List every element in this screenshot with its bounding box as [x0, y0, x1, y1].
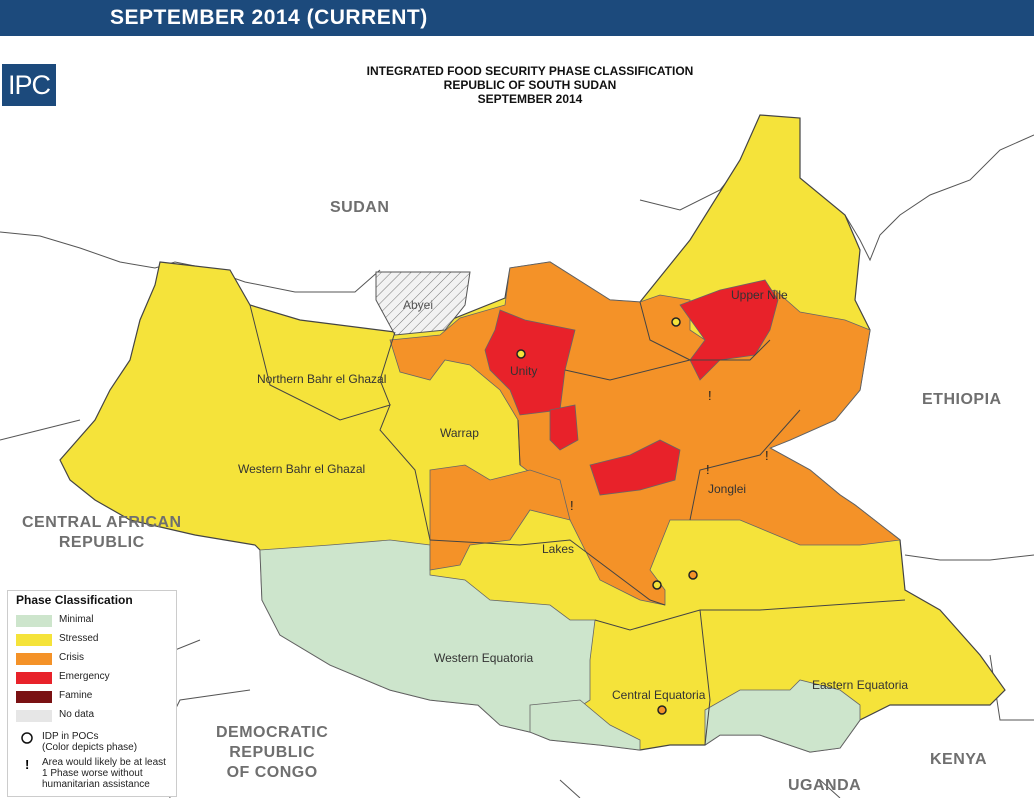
exclamation-icon: ! — [25, 757, 30, 772]
exclamation-marker: ! — [708, 388, 712, 403]
country-label-sudan: SUDAN — [330, 199, 390, 216]
state-label-warrap: Warrap — [440, 426, 479, 440]
country-label-ethiopia: ETHIOPIA — [922, 391, 1002, 408]
legend-note-line-1: Area would likely be at least — [42, 757, 166, 768]
legend-idp-line-1: IDP in POCs — [42, 731, 99, 742]
legend-label: Stressed — [59, 633, 99, 644]
emergency-unity-south — [549, 404, 579, 451]
country-label-kenya: KENYA — [930, 751, 988, 768]
country-label-uganda: UGANDA — [788, 777, 862, 794]
car-line-1: CENTRAL AFRICAN — [22, 514, 182, 531]
state-label-central-equatoria: Central Equatoria — [612, 688, 706, 702]
idp-poc-marker-upper-nile — [671, 317, 681, 327]
eastern-equatoria-minimal — [704, 679, 861, 753]
idp-markers — [516, 317, 698, 715]
humanitarian-assistance-markers: ! ! ! ! — [570, 388, 769, 513]
drc-line-1: DEMOCRATIC — [216, 724, 329, 741]
legend-swatch — [16, 653, 52, 665]
state-label-western-bahr-el-ghazal: Western Bahr el Ghazal — [238, 462, 366, 476]
legend-swatch — [16, 691, 52, 703]
title-line-2: REPUBLIC OF SOUTH SUDAN — [443, 78, 617, 92]
idp-poc-marker-jonglei-south — [652, 580, 662, 590]
state-label-abyei: Abyei — [403, 298, 434, 312]
banner-title: SEPTEMBER 2014 (CURRENT) — [110, 6, 428, 29]
idp-poc-marker-bor — [688, 570, 698, 580]
legend-idp-line-2: (Color depicts phase) — [42, 742, 138, 753]
state-boundaries — [249, 301, 906, 746]
state-label-upper-nile: Upper Nile — [731, 288, 788, 302]
idp-circle-icon — [21, 732, 33, 744]
country-label-car: CENTRAL AFRICAN REPUBLIC — [22, 513, 182, 553]
legend-label: Crisis — [59, 652, 84, 663]
drc-line-2: REPUBLIC — [229, 744, 316, 761]
legend-label: No data — [59, 709, 95, 720]
car-line-2: REPUBLIC — [58, 534, 145, 551]
emergency-jonglei — [589, 439, 681, 496]
abyei-no-data — [375, 271, 471, 336]
legend-swatch — [16, 710, 52, 722]
title-line-1: INTEGRATED FOOD SECURITY PHASE CLASSIFIC… — [366, 64, 694, 78]
state-label-northern-bahr-el-ghazal: Northern Bahr el Ghazal — [257, 372, 387, 386]
state-label-western-equatoria: Western Equatoria — [434, 651, 534, 665]
state-label-jonglei: Jonglei — [708, 482, 747, 496]
legend-note-line-2: 1 Phase worse without — [42, 768, 143, 779]
emergency-unity — [484, 309, 576, 416]
legend-swatch — [16, 634, 52, 646]
map-title: INTEGRATED FOOD SECURITY PHASE CLASSIFIC… — [250, 64, 810, 106]
country-label-drc: DEMOCRATIC REPUBLIC OF CONGO — [216, 723, 328, 783]
exclamation-marker: ! — [765, 448, 769, 463]
state-label-eastern-equatoria: Eastern Equatoria — [812, 678, 909, 692]
drc-line-3: OF CONGO — [226, 764, 318, 781]
crisis-lakes-west — [429, 464, 571, 571]
header-banner: SEPTEMBER 2014 (CURRENT) — [0, 0, 1034, 36]
legend-note-line-3: humanitarian assistance — [42, 779, 150, 790]
legend-label: Minimal — [59, 614, 94, 625]
legend-idp-note: IDP in POCs (Color depicts phase) — [42, 731, 137, 753]
legend-title: Phase Classification — [16, 593, 133, 607]
legend-label: Emergency — [59, 671, 110, 682]
legend-swatch — [16, 615, 52, 627]
ipc-logo-text: IPC — [7, 69, 51, 100]
title-line-3: SEPTEMBER 2014 — [477, 92, 583, 106]
idp-poc-marker-juba — [657, 705, 667, 715]
legend-swatch — [16, 672, 52, 684]
state-label-unity: Unity — [510, 364, 538, 378]
legend-label: Famine — [59, 690, 93, 701]
ipc-logo: IPC — [2, 64, 56, 106]
idp-poc-marker-unity — [516, 349, 526, 359]
state-label-lakes: Lakes — [542, 542, 575, 556]
legend-assistance-note: Area would likely be at least 1 Phase wo… — [42, 757, 166, 790]
central-equatoria-minimal — [529, 699, 641, 751]
phase-legend: Phase Classification Minimal Stressed Cr… — [7, 590, 177, 797]
exclamation-marker: ! — [570, 498, 574, 513]
exclamation-marker: ! — [706, 462, 710, 477]
